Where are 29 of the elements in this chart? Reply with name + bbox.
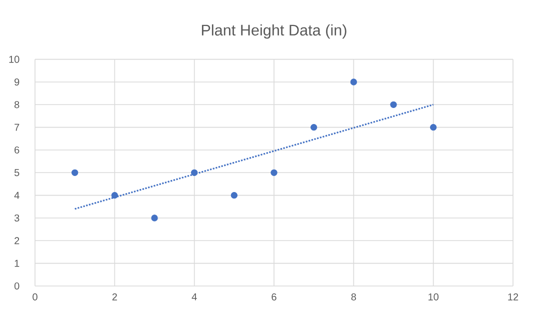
y-tick-label: 1: [14, 260, 20, 267]
point: [270, 169, 278, 176]
y-tick-label: 7: [14, 124, 20, 131]
point: [310, 124, 318, 131]
point: [151, 214, 158, 222]
y-tick-label: 5: [14, 169, 20, 176]
y-tick-label: 10: [9, 56, 20, 63]
y-tick-label: 3: [14, 214, 20, 222]
y-tick-label: 8: [14, 101, 20, 108]
y-tick-label: 4: [14, 192, 20, 199]
y-tick-label: 2: [14, 237, 20, 244]
point: [350, 78, 358, 86]
point: [72, 169, 78, 176]
point: [111, 192, 118, 199]
y-tick-label: 6: [14, 146, 20, 154]
point: [390, 101, 397, 108]
x-tick-label: 12: [508, 293, 518, 300]
x-tick-label: 6: [272, 293, 276, 300]
point: [430, 124, 437, 131]
chart-title: Plant Height Data (in): [202, 24, 346, 39]
y-tick-label: 9: [14, 78, 20, 86]
x-tick-label: 10: [428, 293, 438, 300]
x-tick-label: 8: [351, 293, 356, 300]
point: [230, 192, 238, 199]
x-tick-label: 4: [192, 293, 197, 300]
x-tick-label: 0: [32, 293, 38, 300]
point: [191, 169, 198, 176]
y-tick-label: 0: [14, 282, 20, 290]
x-tick-label: 2: [112, 293, 117, 300]
